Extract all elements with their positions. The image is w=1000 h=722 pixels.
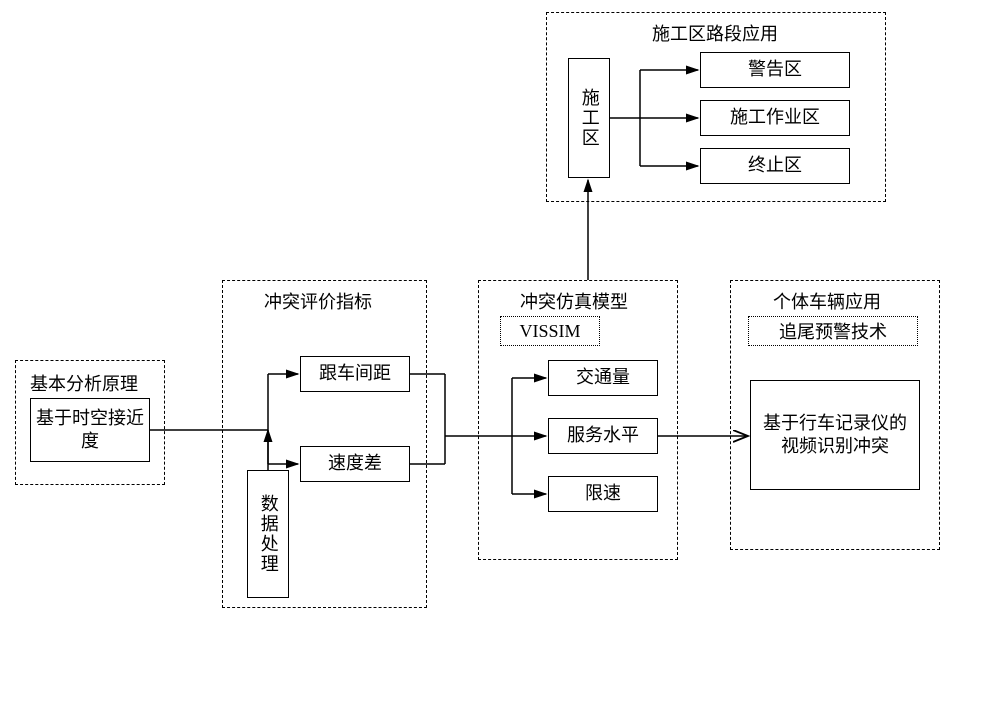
panel-vehicle-app-title: 个体车辆应用 — [773, 288, 881, 314]
speed-diff-box: 速度差 — [300, 446, 410, 482]
speed-limit-box: 限速 — [548, 476, 658, 512]
rear-end-warning-box: 追尾预警技术 — [748, 316, 918, 346]
panel-conflict-index-title: 冲突评价指标 — [264, 288, 372, 314]
termination-zone-box: 终止区 — [700, 148, 850, 184]
vissim-box: VISSIM — [500, 316, 600, 346]
work-zone-box: 施工作业区 — [700, 100, 850, 136]
data-processing-box: 数据处理 — [247, 470, 289, 598]
spacetime-proximity-box: 基于时空接近度 — [30, 398, 150, 462]
panel-simulation-title: 冲突仿真模型 — [520, 288, 628, 314]
traffic-volume-box: 交通量 — [548, 360, 658, 396]
construction-zone-hub: 施工区 — [568, 58, 610, 178]
service-level-box: 服务水平 — [548, 418, 658, 454]
panel-basic-principle-title: 基本分析原理 — [30, 370, 138, 396]
warning-zone-box: 警告区 — [700, 52, 850, 88]
following-distance-box: 跟车间距 — [300, 356, 410, 392]
panel-construction-zone-title: 施工区路段应用 — [652, 20, 778, 46]
video-recognition-box: 基于行车记录仪的视频识别冲突 — [750, 380, 920, 490]
